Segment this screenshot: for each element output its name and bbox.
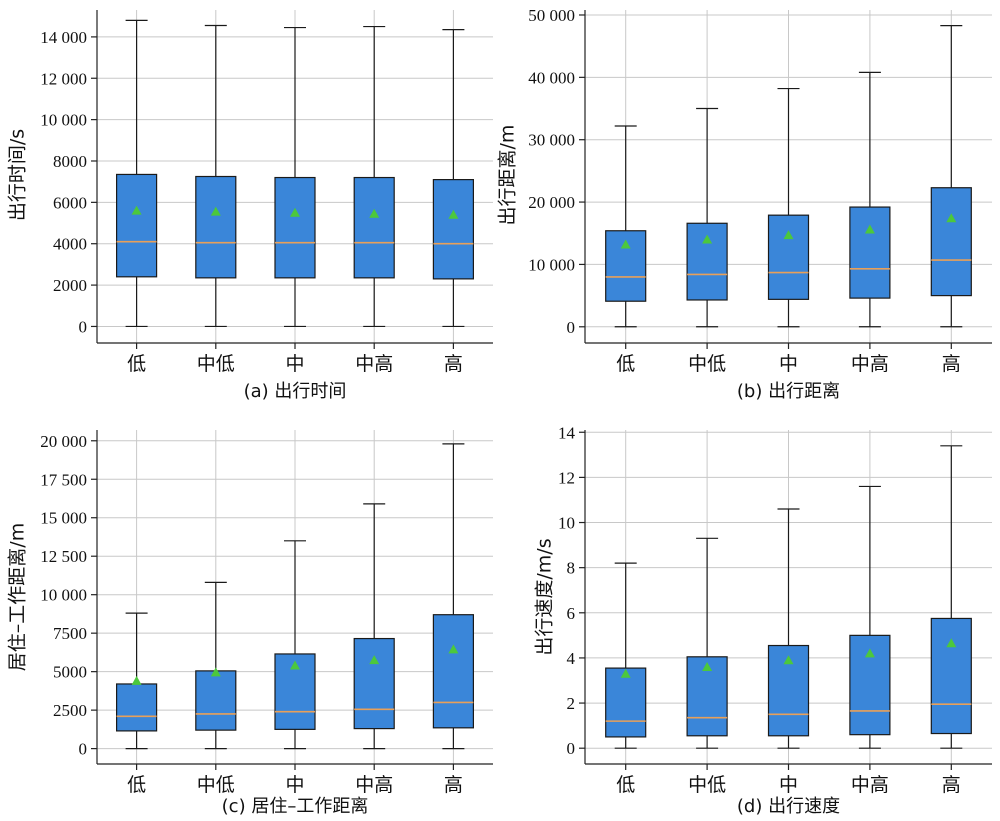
y-tick-label-2-2: 20 000: [528, 193, 575, 212]
mean-marker-3-3: [369, 655, 380, 665]
x-category-label-3-4: 高: [444, 774, 463, 796]
y-tick-label-4-2: 4: [567, 649, 576, 668]
x-category-label-2-4: 高: [942, 353, 961, 375]
y-tick-label-2-3: 30 000: [528, 131, 575, 150]
y-tick-label-4-3: 6: [567, 604, 576, 623]
y-tick-label-3-8: 20 000: [40, 432, 87, 451]
box-4-0: [605, 667, 647, 738]
mean-marker-4-4: [946, 638, 957, 648]
x-category-label-2-1: 中低: [688, 353, 726, 375]
box-3-3: [353, 637, 395, 730]
mean-marker-4-2: [783, 655, 794, 665]
mean-marker-4-1: [702, 661, 713, 671]
mean-marker-4-3: [864, 648, 875, 658]
mean-marker-3-0: [131, 675, 142, 685]
y-tick-label-2-5: 50 000: [528, 6, 575, 25]
box-3-0: [115, 683, 158, 732]
y-tick-label-3-6: 15 000: [40, 509, 87, 528]
x-category-label-3-2: 中: [285, 774, 304, 796]
mean-marker-1-1: [210, 206, 221, 216]
y-tick-label-2-0: 0: [567, 318, 576, 337]
x-category-label-1-3: 中高: [355, 353, 393, 375]
box-1-2: [274, 176, 316, 279]
panel-caption-3: (c) 居住–工作距离: [222, 796, 369, 817]
mean-marker-1-0: [131, 205, 142, 215]
mean-marker-2-3: [864, 224, 875, 234]
y-tick-label-1-3: 6000: [53, 193, 87, 212]
box-4-4: [930, 617, 972, 735]
box-3-1: [195, 670, 237, 731]
y-tick-label-4-0: 0: [567, 739, 576, 758]
y-tick-label-1-0: 0: [79, 317, 88, 336]
x-category-label-1-1: 中低: [197, 353, 235, 375]
x-category-label-1-4: 高: [444, 353, 463, 375]
y-axis-title-1: 出行时间/s: [7, 129, 29, 221]
box-1-3: [353, 176, 395, 279]
x-category-label-3-3: 中高: [355, 774, 393, 796]
mean-marker-4-0: [620, 668, 631, 678]
y-tick-label-1-2: 4000: [53, 235, 87, 254]
y-tick-label-1-6: 12 000: [40, 69, 87, 88]
mean-marker-3-2: [290, 660, 300, 670]
y-axis-title-3: 居住–工作距离/m: [7, 523, 29, 671]
x-category-label-2-0: 低: [616, 353, 635, 375]
y-tick-label-3-4: 10 000: [40, 586, 87, 605]
x-category-label-3-1: 中低: [197, 774, 235, 796]
y-tick-label-4-4: 8: [567, 559, 576, 578]
x-category-label-4-1: 中低: [688, 774, 726, 796]
x-category-label-4-0: 低: [616, 774, 635, 796]
y-axis-title-4: 出行速度/m/s: [534, 538, 556, 655]
y-tick-label-3-5: 12 500: [40, 547, 87, 566]
x-category-label-1-2: 中: [285, 353, 304, 375]
y-tick-label-1-5: 10 000: [40, 111, 87, 130]
y-tick-label-3-2: 5000: [53, 663, 87, 682]
panel-caption-2: (b) 出行距离: [737, 381, 840, 402]
mean-marker-3-1: [210, 667, 221, 677]
y-tick-label-3-1: 2500: [53, 701, 87, 720]
mean-marker-2-0: [620, 239, 631, 249]
box-1-1: [195, 175, 237, 279]
x-category-label-1-0: 低: [127, 353, 146, 375]
box-2-2: [767, 214, 810, 300]
mean-marker-2-1: [702, 234, 713, 244]
y-tick-label-3-0: 0: [79, 740, 88, 759]
box-3-4: [432, 614, 474, 729]
panel-caption-4: (d) 出行速度: [737, 796, 840, 817]
x-category-label-4-4: 高: [942, 774, 961, 796]
box-2-4: [930, 187, 972, 297]
y-tick-label-1-1: 2000: [53, 276, 87, 295]
mean-marker-1-2: [290, 207, 300, 217]
y-tick-label-3-3: 7500: [53, 624, 87, 643]
y-tick-label-3-7: 17 500: [40, 470, 87, 489]
y-axis-title-2: 出行距离/m: [497, 125, 519, 226]
y-tick-label-4-1: 2: [567, 694, 576, 713]
mean-marker-2-2: [783, 230, 794, 240]
x-category-label-3-0: 低: [127, 774, 146, 796]
box-1-4: [432, 179, 474, 280]
mean-marker-2-4: [946, 213, 957, 223]
x-category-label-2-2: 中: [779, 353, 798, 375]
y-tick-label-1-7: 14 000: [40, 28, 87, 47]
box-1-0: [115, 173, 158, 278]
mean-marker-1-4: [448, 209, 459, 219]
y-tick-label-4-7: 14: [558, 423, 576, 442]
x-category-label-4-2: 中: [779, 774, 798, 796]
y-tick-label-1-4: 8000: [53, 152, 87, 171]
y-tick-label-2-4: 40 000: [528, 68, 575, 87]
y-tick-label-2-1: 10 000: [528, 255, 575, 274]
mean-marker-1-3: [369, 208, 380, 218]
x-category-label-2-3: 中高: [851, 353, 889, 375]
y-tick-label-4-5: 10: [558, 514, 575, 533]
y-tick-label-4-6: 12: [558, 468, 575, 487]
panel-caption-1: (a) 出行时间: [244, 381, 347, 402]
mean-marker-3-4: [448, 644, 459, 654]
x-category-label-4-3: 中高: [851, 774, 889, 796]
box-2-3: [849, 206, 891, 299]
